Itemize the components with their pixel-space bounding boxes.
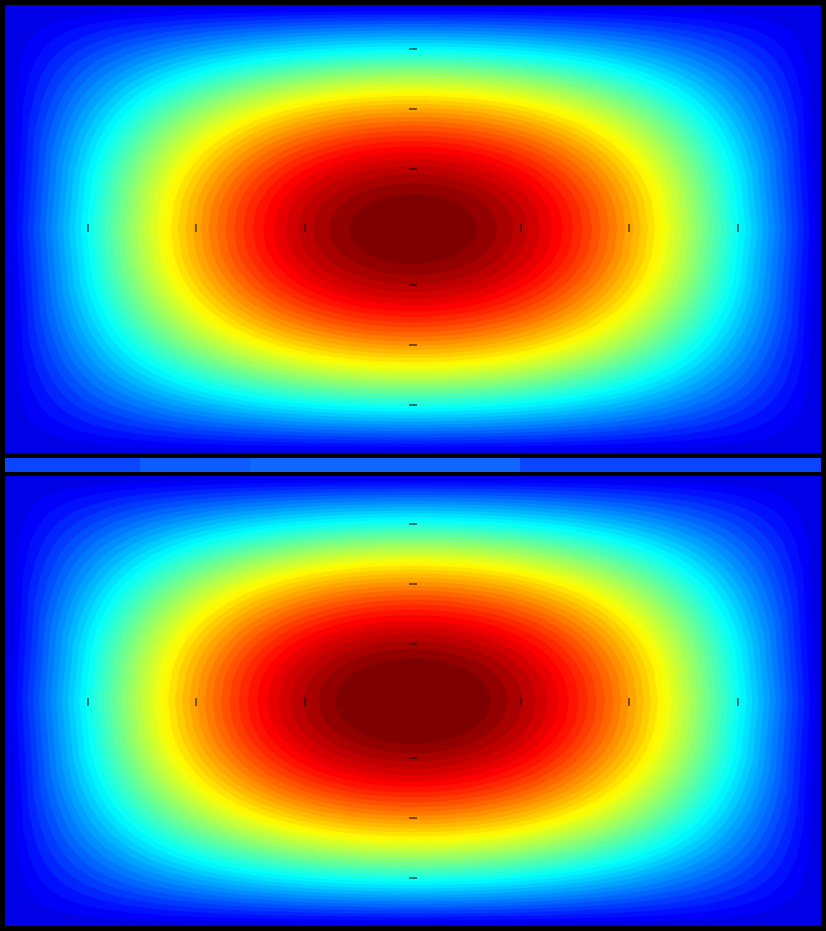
strip-band <box>250 458 520 472</box>
contour-band <box>349 194 477 264</box>
bottom-panel <box>5 476 821 926</box>
top-panel <box>5 5 821 453</box>
contour-band <box>335 658 491 744</box>
